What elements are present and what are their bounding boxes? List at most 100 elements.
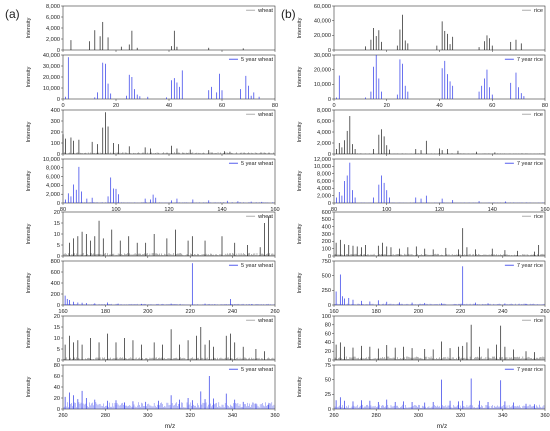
legend-label: rice [534, 8, 543, 14]
y-axis-label: Intensity [297, 327, 303, 348]
x-tick-label: 160 [58, 309, 67, 315]
y-tick-label: 5 [57, 243, 60, 249]
y-axis-label: Intensity [297, 223, 303, 244]
x-tick-label: 280 [101, 413, 110, 419]
y-tick-label: 8,000 [46, 166, 60, 172]
y-tick-label: 10,000 [43, 157, 60, 163]
y-axis-label: Intensity [26, 376, 32, 397]
y-tick-label: 0 [57, 97, 60, 103]
legend-label: 7 year rice [517, 57, 543, 63]
x-axis-title-b: m/z [437, 423, 447, 430]
y-tick-label: 400 [51, 281, 60, 287]
x-tick-label: 140 [488, 207, 497, 213]
x-tick-label: 340 [228, 413, 237, 419]
y-tick-label: 6,000 [46, 15, 60, 21]
y-tick-label: 0 [328, 303, 331, 309]
y-tick-label: 50 [325, 377, 331, 383]
y-axis-label: Intensity [26, 121, 32, 142]
y-tick-label: 0 [328, 407, 331, 413]
plot-frame [62, 109, 276, 155]
x-tick-label: 320 [186, 413, 195, 419]
y-tick-label: 10 [54, 232, 60, 238]
spectrum-panel-b2-top: 0 2,000 4,000 6,000 8,000 Intensity rice [297, 108, 546, 158]
legend-label: 7 year rice [517, 263, 543, 269]
x-tick-label: 260 [329, 413, 338, 419]
x-tick-label: 120 [164, 207, 173, 213]
spectrum-panel-a4-top: 0 5 10 15 20 Intensity wheat [26, 314, 276, 364]
x-tick-label: 200 [143, 309, 152, 315]
panel-label-a: (a) [5, 7, 20, 21]
legend-label: wheat [257, 112, 273, 118]
x-tick-label: 160 [270, 207, 279, 213]
spectra-plots: 02,0004,0006,0008,000Intensitywheat010,0… [26, 4, 550, 419]
y-tick-label: 20,000 [43, 75, 60, 81]
x-tick-label: 320 [456, 413, 465, 419]
y-tick-label: 2,000 [46, 192, 60, 198]
x-tick-label: 160 [540, 207, 549, 213]
spectrum-panel-a1-bot: 0 10,000 20,000 30,000 40,000 Intensity 0 20 40 6… [26, 53, 278, 109]
y-tick-label: 0 [328, 152, 331, 158]
y-tick-label: 0 [328, 254, 331, 260]
y-tick-label: 15 [54, 221, 60, 227]
x-tick-label: 100 [111, 207, 120, 213]
y-tick-label: 75 [325, 363, 331, 369]
spectrum-panel-b1-top: 0 20,000 40,000 60,000 Intensity rice [297, 4, 546, 54]
legend-label: 5 year wheat [241, 367, 273, 373]
y-tick-label: 15 [54, 325, 60, 331]
y-axis-label: Intensity [26, 66, 32, 87]
y-axis-label: Intensity [297, 376, 303, 397]
y-tick-label: 20 [54, 396, 60, 402]
legend-label: 7 year rice [517, 161, 543, 167]
y-tick-label: 20 [54, 210, 60, 216]
y-tick-label: 100 [322, 314, 331, 320]
y-axis-label: Intensity [26, 272, 32, 293]
y-tick-label: 200 [51, 130, 60, 136]
legend-label: wheat [257, 318, 273, 324]
y-tick-label: 60 [325, 331, 331, 337]
y-tick-label: 80 [325, 323, 331, 329]
y-tick-label: 0 [328, 201, 331, 207]
x-tick-label: 0 [61, 103, 64, 109]
y-tick-label: 800 [51, 259, 60, 265]
x-tick-label: 220 [186, 309, 195, 315]
y-tick-label: 20,000 [314, 67, 331, 73]
x-tick-label: 180 [372, 309, 381, 315]
x-tick-label: 40 [436, 103, 442, 109]
y-tick-label: 0 [57, 152, 60, 158]
y-axis-label: Intensity [297, 170, 303, 191]
y-tick-label: 500 [322, 273, 331, 279]
y-tick-label: 20 [325, 349, 331, 355]
y-tick-label: 200 [51, 292, 60, 298]
y-tick-label: 100 [51, 141, 60, 147]
y-tick-label: 2,000 [46, 37, 60, 43]
x-tick-label: 120 [435, 207, 444, 213]
spectrum-panel-b3-bot: 0 250 500 750 Intensity 160 180 200 220 240 260 7 y… [297, 259, 550, 315]
x-tick-label: 280 [372, 413, 381, 419]
y-tick-label: 4,000 [317, 130, 331, 136]
y-tick-label: 40,000 [314, 18, 331, 24]
legend-label: 5 year wheat [241, 263, 273, 269]
x-tick-label: 20 [384, 103, 390, 109]
y-tick-label: 0 [57, 358, 60, 364]
y-tick-label: 0 [57, 254, 60, 260]
plot-frame [333, 109, 546, 155]
y-tick-label: 0 [57, 201, 60, 207]
y-tick-label: 10,000 [43, 86, 60, 92]
y-tick-label: 750 [322, 259, 331, 265]
x-tick-label: 160 [329, 309, 338, 315]
y-axis-label: Intensity [297, 272, 303, 293]
y-tick-label: 200 [322, 239, 331, 245]
x-tick-label: 80 [60, 207, 66, 213]
legend-label: wheat [257, 214, 273, 220]
y-tick-label: 600 [322, 210, 331, 216]
spectrum-panel-a2-bot: 0 2,000 4,000 6,000 8,000 10,000 Intensity 80 10… [26, 157, 280, 213]
x-tick-label: 100 [382, 207, 391, 213]
y-tick-label: 4,000 [317, 186, 331, 192]
plot-frame [333, 54, 546, 100]
plot-frame [333, 260, 546, 306]
y-tick-label: 8,000 [46, 4, 60, 10]
y-tick-label: 6,000 [46, 174, 60, 180]
y-axis-label: Intensity [297, 121, 303, 142]
y-tick-label: 40 [325, 340, 331, 346]
y-tick-label: 400 [51, 108, 60, 114]
